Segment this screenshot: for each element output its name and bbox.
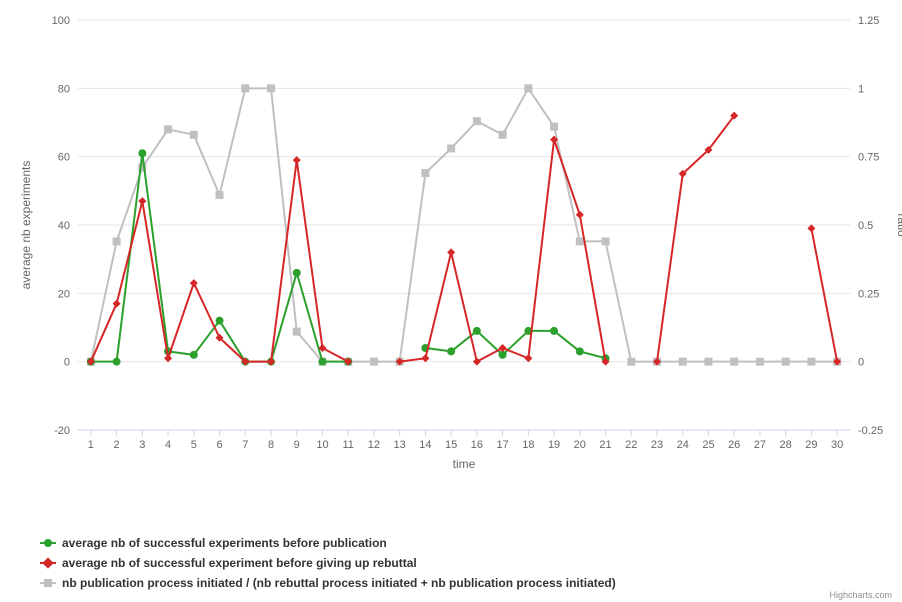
legend-label: nb publication process initiated / (nb r… bbox=[62, 574, 616, 592]
svg-text:3: 3 bbox=[139, 439, 145, 451]
svg-text:0.25: 0.25 bbox=[858, 288, 879, 300]
legend-label: average nb of successful experiments bef… bbox=[62, 534, 387, 552]
svg-text:80: 80 bbox=[58, 83, 70, 95]
svg-text:-20: -20 bbox=[54, 425, 70, 437]
svg-text:17: 17 bbox=[496, 439, 508, 451]
svg-text:30: 30 bbox=[831, 439, 843, 451]
svg-text:26: 26 bbox=[728, 439, 740, 451]
svg-text:4: 4 bbox=[165, 439, 171, 451]
svg-text:0: 0 bbox=[64, 357, 70, 369]
svg-text:14: 14 bbox=[419, 439, 431, 451]
diamond-icon bbox=[40, 557, 56, 569]
svg-text:40: 40 bbox=[58, 220, 70, 232]
svg-text:0: 0 bbox=[858, 357, 864, 369]
svg-text:7: 7 bbox=[242, 439, 248, 451]
chart-container: -20020406080100-0.2500.250.50.7511.25123… bbox=[0, 0, 902, 602]
svg-text:13: 13 bbox=[394, 439, 406, 451]
svg-text:ratio: ratio bbox=[895, 213, 902, 237]
svg-text:24: 24 bbox=[677, 439, 689, 451]
svg-text:18: 18 bbox=[522, 439, 534, 451]
svg-text:60: 60 bbox=[58, 152, 70, 164]
credit-label[interactable]: Highcharts.com bbox=[829, 590, 892, 600]
svg-text:25: 25 bbox=[702, 439, 714, 451]
svg-text:16: 16 bbox=[471, 439, 483, 451]
legend-item[interactable]: average nb of successful experiment befo… bbox=[40, 554, 616, 572]
svg-text:19: 19 bbox=[548, 439, 560, 451]
svg-text:0.5: 0.5 bbox=[858, 220, 873, 232]
legend-item[interactable]: average nb of successful experiments bef… bbox=[40, 534, 616, 552]
chart-svg: -20020406080100-0.2500.250.50.7511.25123… bbox=[0, 0, 902, 500]
svg-text:29: 29 bbox=[805, 439, 817, 451]
svg-text:-0.25: -0.25 bbox=[858, 425, 883, 437]
svg-text:time: time bbox=[453, 457, 476, 471]
svg-text:1: 1 bbox=[88, 439, 94, 451]
svg-text:5: 5 bbox=[191, 439, 197, 451]
svg-text:21: 21 bbox=[599, 439, 611, 451]
square-icon bbox=[40, 577, 56, 589]
svg-text:20: 20 bbox=[574, 439, 586, 451]
svg-text:100: 100 bbox=[52, 15, 70, 27]
svg-text:average nb experiments: average nb experiments bbox=[19, 161, 33, 290]
svg-text:23: 23 bbox=[651, 439, 663, 451]
legend: average nb of successful experiments bef… bbox=[40, 534, 616, 594]
svg-text:20: 20 bbox=[58, 288, 70, 300]
legend-item[interactable]: nb publication process initiated / (nb r… bbox=[40, 574, 616, 592]
svg-text:10: 10 bbox=[316, 439, 328, 451]
svg-text:6: 6 bbox=[216, 439, 222, 451]
legend-label: average nb of successful experiment befo… bbox=[62, 554, 417, 572]
svg-text:8: 8 bbox=[268, 439, 274, 451]
svg-text:12: 12 bbox=[368, 439, 380, 451]
circle-icon bbox=[40, 537, 56, 549]
svg-text:9: 9 bbox=[294, 439, 300, 451]
svg-text:27: 27 bbox=[754, 439, 766, 451]
svg-text:28: 28 bbox=[780, 439, 792, 451]
svg-text:2: 2 bbox=[114, 439, 120, 451]
svg-text:15: 15 bbox=[445, 439, 457, 451]
svg-text:1.25: 1.25 bbox=[858, 15, 879, 27]
svg-text:1: 1 bbox=[858, 83, 864, 95]
svg-text:0.75: 0.75 bbox=[858, 152, 879, 164]
svg-text:22: 22 bbox=[625, 439, 637, 451]
svg-text:11: 11 bbox=[342, 439, 353, 451]
